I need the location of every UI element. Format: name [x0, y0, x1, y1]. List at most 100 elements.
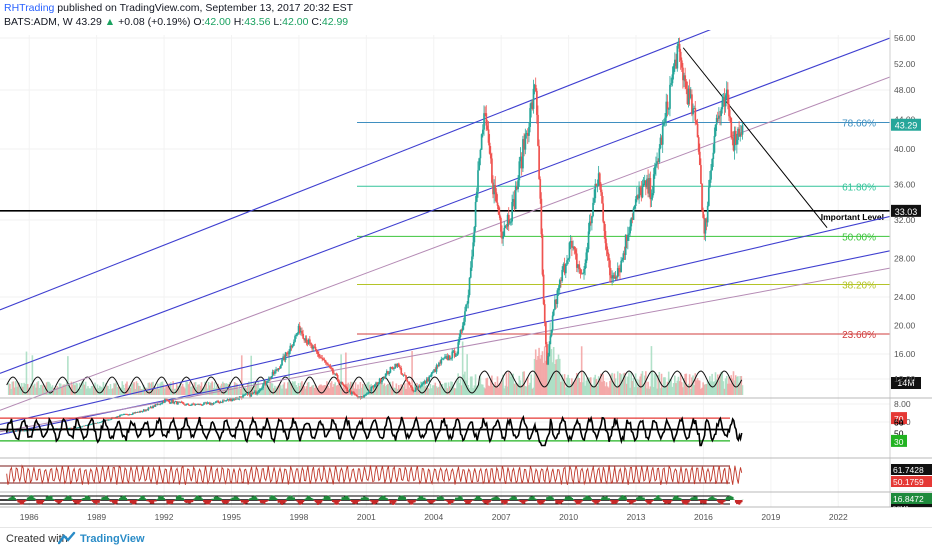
osc3-bar — [126, 499, 128, 500]
candle-body — [477, 170, 479, 191]
osc3-bar — [404, 497, 406, 500]
candle-body — [697, 124, 699, 137]
osc3-bar — [396, 500, 398, 501]
channel-lines — [0, 30, 890, 435]
x-tick-label: 2013 — [627, 512, 646, 522]
osc3-bar — [145, 499, 147, 500]
candle-body — [404, 375, 406, 376]
candle-body — [597, 186, 599, 187]
x-tick-label: 2007 — [492, 512, 511, 522]
candle-body — [634, 206, 636, 209]
candle-body — [168, 400, 170, 401]
osc3-bar — [724, 500, 726, 502]
symbol-label[interactable]: BATS:ADM, W — [4, 16, 73, 28]
candle-body — [712, 153, 714, 159]
y-tick-label: 48.00 — [894, 85, 916, 95]
osc3-bar — [625, 497, 627, 500]
osc3-bar — [53, 499, 55, 500]
candle-body — [481, 134, 483, 150]
y-tick-label: 20.00 — [894, 321, 916, 331]
candle-body — [601, 192, 603, 203]
candle-body — [460, 330, 462, 337]
x-tick-label: 1989 — [87, 512, 106, 522]
candle-body — [707, 206, 709, 222]
candle-body — [535, 85, 537, 91]
author-link[interactable]: RHTrading — [4, 2, 54, 14]
osc3-bar — [201, 498, 203, 500]
candle-body — [374, 385, 376, 388]
osc3-bar — [376, 500, 378, 502]
candle-body — [346, 388, 348, 391]
candle-body — [533, 89, 535, 109]
candle-body — [487, 126, 489, 130]
candle-body — [679, 44, 681, 52]
candle-body — [169, 401, 171, 403]
chart-area[interactable]: 14M78.60%61.80%50.00%38.20%23.60%33.03Im… — [0, 30, 932, 527]
candle-body — [684, 75, 686, 81]
candle-body — [710, 170, 712, 179]
x-tick-label: 2022 — [829, 512, 848, 522]
osc3-bar — [220, 498, 222, 500]
osc3-bar — [358, 500, 360, 501]
candle-body — [183, 403, 185, 404]
x-tick-label: 2004 — [424, 512, 443, 522]
candle-body — [266, 383, 268, 384]
osc3-bar — [368, 499, 370, 500]
osc3-bar — [237, 498, 239, 500]
candle-body — [253, 393, 255, 394]
candle-body — [471, 256, 473, 267]
candle-body — [553, 310, 555, 316]
candle-body — [541, 199, 543, 234]
candle-body — [617, 268, 619, 277]
candle-body — [732, 137, 734, 138]
candle-body — [301, 331, 303, 334]
candle-body — [338, 380, 340, 383]
candle-body — [319, 357, 321, 358]
candle-body — [131, 414, 133, 415]
candle-body — [354, 393, 356, 395]
osc3-bar — [15, 499, 17, 500]
candle-body — [170, 403, 172, 404]
fibonacci-levels — [357, 122, 890, 334]
candle-body — [267, 381, 269, 383]
candle-body — [651, 198, 653, 199]
candle-body — [559, 280, 561, 288]
osc3-bar — [689, 500, 691, 501]
candle-body — [628, 233, 630, 234]
candle-body — [256, 392, 258, 394]
candle-body — [606, 243, 608, 249]
candle-body — [654, 166, 656, 174]
candle-body — [431, 373, 433, 377]
candle-body — [653, 174, 655, 193]
candle-body — [668, 109, 670, 110]
last-price-label: 43.29 — [895, 121, 918, 131]
candle-body — [441, 359, 443, 363]
tradingview-brand[interactable]: TradingView — [80, 533, 145, 545]
candle-body — [537, 115, 539, 146]
candle-body — [302, 334, 304, 339]
candle-body — [721, 101, 723, 110]
candle-body — [565, 265, 567, 274]
osc3-bar — [71, 499, 73, 500]
candle-body — [575, 249, 577, 253]
candle-body — [293, 342, 295, 346]
candle-body — [414, 391, 416, 392]
candle-body — [627, 235, 629, 241]
candle-body — [696, 121, 698, 124]
candle-body — [561, 270, 563, 281]
candle-body — [410, 385, 412, 387]
candle-body — [580, 269, 582, 273]
osc3-bar — [660, 499, 662, 500]
candle-body — [192, 404, 194, 405]
candle-body — [702, 210, 704, 218]
candle-body — [499, 215, 501, 218]
candle-body — [336, 374, 338, 375]
candle-body — [310, 343, 312, 345]
chart-header: RHTrading published on TradingView.com, … — [4, 1, 904, 33]
candle-body — [341, 382, 343, 384]
candle-body — [458, 337, 460, 342]
fib-label: 78.60% — [842, 118, 876, 129]
candle-body — [650, 178, 652, 199]
candle-body — [455, 356, 457, 357]
candle-body — [544, 304, 546, 322]
